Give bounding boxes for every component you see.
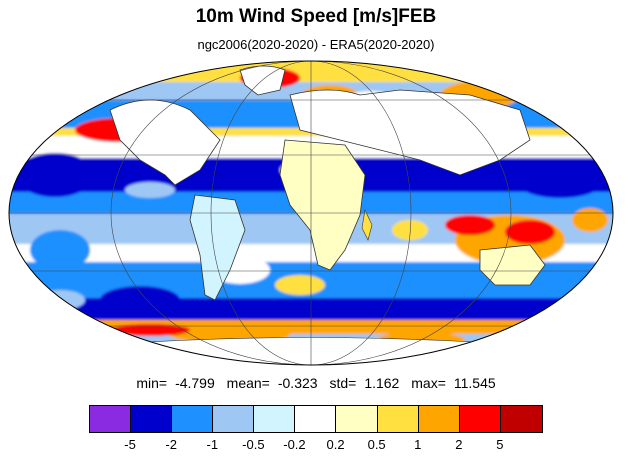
australia (479, 244, 546, 286)
colorbar-tick-label: 0.2 (326, 437, 345, 452)
eurasia (289, 89, 531, 176)
colorbar-swatch (377, 406, 419, 432)
colorbar-swatch (254, 406, 296, 432)
chart-title: 10m Wind Speed [m/s]FEB (195, 6, 437, 27)
colorbar-tick-label: 5 (496, 437, 504, 452)
colorbar-labels: -5 -2 -1 -0.5 -0.2 0.2 0.5 1 2 5 (89, 437, 541, 453)
map-outline (8, 60, 614, 366)
statistics-line: min= -4.799 mean= -0.323 std= 1.162 max= 11.… (0, 375, 632, 391)
colorbar-swatch (213, 406, 255, 432)
colorbar-tick-label: -2 (165, 437, 177, 452)
max-label: max= (411, 375, 446, 391)
min-label: min= (136, 375, 168, 391)
colorbar-tick-label: 2 (455, 437, 463, 452)
madagascar (361, 208, 373, 241)
colorbar-tick-label: -1 (206, 437, 219, 452)
colorbar-tick-label: -0.5 (242, 437, 265, 452)
colorbar-swatch (295, 406, 337, 432)
colorbar-tick-label: -0.2 (283, 437, 306, 452)
mean-value: -0.323 (277, 375, 318, 391)
mean-label: mean= (226, 375, 270, 391)
colorbar-swatch (172, 406, 214, 432)
colorbar-swatch (459, 406, 501, 432)
max-value: 11.545 (453, 375, 496, 391)
greenland (239, 65, 286, 96)
colorbar-swatch (336, 406, 378, 432)
chart-subtitle: ngc2006(2020-2020) - ERA5(2020-2020) (197, 37, 435, 52)
colorbar-tick-label: 1 (414, 437, 422, 452)
antarctica (99, 337, 521, 365)
africa (279, 139, 366, 271)
min-value: -4.799 (175, 375, 215, 391)
colorbar-swatch (90, 406, 132, 432)
colorbar (89, 405, 543, 433)
std-label: std= (329, 375, 357, 391)
colorbar-swatch (131, 406, 173, 432)
colorbar-swatch (418, 406, 460, 432)
north-america (109, 99, 221, 186)
colorbar-tick-label: 0.5 (367, 437, 386, 452)
colorbar-swatch (500, 406, 542, 432)
south-america (189, 194, 246, 301)
colorbar-tick-label: -5 (124, 437, 136, 452)
std-value: 1.162 (364, 375, 400, 391)
